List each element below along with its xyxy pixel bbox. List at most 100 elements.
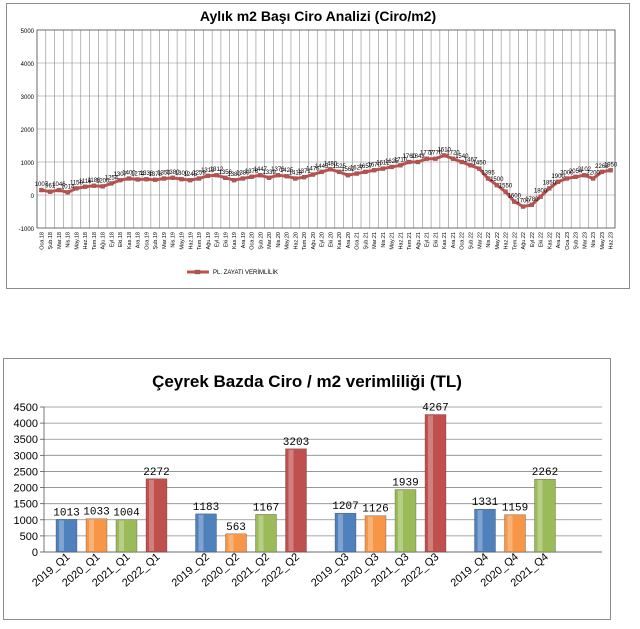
series-point [301,175,307,180]
data-label: 1336 [140,171,154,177]
bar-highlight [59,520,64,551]
data-label: 1254 [105,175,119,181]
x-tick-label: Haz.20 [293,232,299,249]
series-point [328,167,333,172]
x-tick-label: Oca.23 [565,232,571,250]
series-point [538,194,543,199]
x-tick-label: Eki.21 [433,232,439,247]
x-tick-label: Tem.20 [302,232,308,250]
series-point [135,177,140,182]
bar [115,519,138,553]
data-label: 1445 [315,164,329,170]
data-label: 1312 [210,167,224,173]
series-point [336,169,342,175]
x-tick-label: Mar.18 [57,232,63,249]
x-tick-label: Ağu.18 [101,232,107,249]
bar [255,514,277,553]
x-tick-label: Ağu.20 [311,232,317,249]
series-point [407,159,412,165]
data-label: 1355 [157,171,171,177]
x-tick-label: Şub.18 [48,232,54,249]
x-tick-label: Ağu.21 [416,232,422,249]
series-point [450,156,456,161]
y-tick-label: 3000 [14,450,38,462]
x-tick-label: Nis.20 [276,232,282,248]
x-tick-label: Tem.19 [197,232,203,250]
series-point [249,174,254,180]
series-point [398,163,403,168]
y-tick-label: 1500 [14,499,38,511]
y-tick-label: 500 [20,531,38,543]
bar-value-label: 3203 [283,437,309,449]
data-label: 1700 [516,199,530,205]
y-tick-label: 4500 [14,402,38,414]
data-label: 1720 [446,151,460,157]
x-tick-label: Oca.18 [39,232,45,250]
bar-value-label: 1013 [53,507,79,519]
data-label: 1371 [297,169,311,175]
bar [85,518,108,553]
bar [225,533,247,553]
data-label: 1339 [262,170,276,176]
chart-title: Aylık m2 Başı Ciro Analizi (Ciro/m2) [200,8,436,24]
series-point [74,186,79,191]
x-tick-label: Nis.19 [171,232,177,248]
data-label: 1610 [438,147,452,153]
bar-highlight [258,515,264,551]
legend-marker [194,269,201,275]
x-tick-label: Haz.23 [609,232,615,249]
series-point [494,182,499,188]
data-label: 1425 [280,168,294,174]
bar-value-label: 1183 [193,502,219,514]
x-tick-label: Şub.23 [574,232,580,249]
series-point [170,175,175,180]
series-point [503,189,508,194]
series-point [144,177,149,182]
series-point [275,173,280,178]
data-label: 1710 [394,157,408,163]
series-point [520,204,526,209]
data-label: 1447 [254,167,268,173]
x-tick-label: Eyl.22 [530,232,536,247]
series-point [319,169,324,175]
series-point [91,183,97,188]
data-label: 1380 [236,171,250,177]
series-point [433,156,438,161]
x-tick-label: Mar.19 [162,232,168,249]
bar [504,514,526,553]
bar [474,508,496,553]
series-point [266,175,272,180]
y-tick-label: 4000 [14,418,38,430]
series-point [240,176,245,181]
x-tick-label: May.22 [495,232,501,250]
x-tick-label: Mar.20 [267,232,273,249]
bar-highlight [507,515,513,551]
series-point [56,187,62,193]
data-label: 1300 [175,171,189,177]
x-tick-label: Ağu.19 [206,232,212,249]
series-point [188,177,193,183]
series-point [153,177,158,182]
series-point [345,173,351,178]
series-point [512,199,517,204]
x-tick-label: Haz.19 [188,232,194,249]
data-label: 1850 [543,180,557,186]
data-label: 1450 [473,161,487,167]
data-label: 1467 [464,157,478,163]
bar-highlight [398,490,403,551]
x-tick-label: May.18 [74,232,80,250]
legend-label: PL. ZAYATI VERİMLİLİK [213,269,278,276]
data-label: 1259 [192,171,206,177]
series-point [161,176,167,181]
x-tick-label: May.20 [285,232,291,250]
series-point [196,176,202,181]
x-tick-label: Eki.20 [328,232,334,247]
data-label: 2000 [560,171,574,177]
y-tick-label: 2000 [21,128,35,134]
series-point [380,166,386,171]
series-point [582,173,587,178]
y-tick-label: 1000 [21,161,35,167]
series-point [555,179,561,184]
x-tick-label: Ara.20 [346,232,352,248]
y-tick-label: 5000 [21,29,35,35]
